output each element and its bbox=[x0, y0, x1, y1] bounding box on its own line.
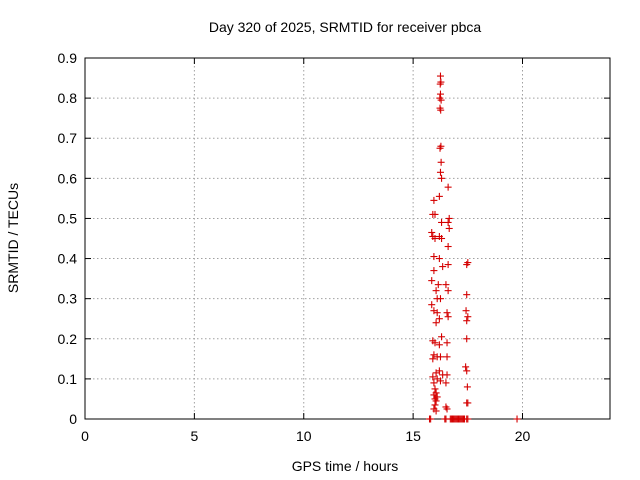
data-point bbox=[443, 405, 451, 413]
data-point bbox=[444, 287, 452, 295]
x-tick-label: 20 bbox=[515, 428, 531, 444]
data-point bbox=[462, 307, 470, 315]
data-point bbox=[437, 106, 445, 114]
y-tick-label: 0.2 bbox=[58, 331, 78, 347]
y-tick-label: 0.7 bbox=[58, 130, 78, 146]
data-point bbox=[443, 309, 451, 317]
data-point bbox=[436, 90, 444, 98]
data-point bbox=[463, 317, 471, 325]
data-point bbox=[444, 313, 452, 321]
data-point bbox=[429, 355, 437, 363]
data-point bbox=[430, 253, 438, 261]
x-tick-label: 0 bbox=[81, 428, 89, 444]
data-point bbox=[437, 158, 445, 166]
data-point bbox=[431, 401, 439, 409]
data-point bbox=[444, 183, 452, 191]
data-point bbox=[432, 407, 440, 415]
x-tick-label: 15 bbox=[405, 428, 421, 444]
x-tick-label: 5 bbox=[190, 428, 198, 444]
data-point bbox=[464, 313, 472, 321]
data-point bbox=[435, 255, 443, 263]
data-point bbox=[436, 144, 444, 152]
data-point bbox=[442, 379, 450, 387]
data-point bbox=[435, 367, 443, 375]
data-point bbox=[463, 291, 471, 299]
data-point bbox=[431, 235, 439, 242]
y-tick-label: 0.8 bbox=[58, 90, 78, 106]
y-tick-label: 0.4 bbox=[58, 251, 78, 267]
data-point bbox=[427, 415, 435, 423]
axis-ticks bbox=[84, 57, 610, 420]
data-point bbox=[436, 80, 444, 88]
data-point bbox=[444, 243, 452, 251]
data-point bbox=[434, 281, 442, 289]
data-point bbox=[429, 373, 437, 381]
data-point bbox=[436, 377, 444, 385]
data-point bbox=[438, 218, 446, 226]
data-point bbox=[462, 363, 470, 371]
data-point bbox=[435, 341, 443, 349]
data-point bbox=[431, 339, 439, 347]
data-point bbox=[430, 196, 438, 204]
y-tick-label: 0.5 bbox=[58, 210, 78, 226]
data-point bbox=[436, 168, 444, 176]
tick-labels: 0 0.1 0.2 0.3 0.4 0.5 0.6 0.7 0.8 0.9 0 5 10 15 20 bbox=[58, 50, 531, 444]
data-point bbox=[463, 383, 471, 391]
x-tick-label: 10 bbox=[296, 428, 312, 444]
y-tick-label: 0 bbox=[69, 411, 77, 427]
data-point bbox=[438, 174, 446, 182]
data-point bbox=[430, 379, 438, 387]
data-point bbox=[436, 72, 444, 80]
y-tick-label: 0.9 bbox=[58, 50, 78, 66]
y-tick-label: 0.3 bbox=[58, 291, 78, 307]
data-point bbox=[443, 353, 451, 361]
data-point bbox=[445, 224, 453, 232]
data-point bbox=[437, 96, 445, 104]
data-point bbox=[436, 353, 444, 361]
data-point bbox=[445, 214, 453, 222]
data-point bbox=[444, 218, 452, 226]
data-point bbox=[435, 192, 443, 200]
data-point bbox=[436, 295, 444, 303]
data-point bbox=[438, 333, 446, 341]
data-point bbox=[431, 385, 439, 393]
y-tick-label: 0.1 bbox=[58, 371, 78, 387]
y-axis-title: SRMTID / TECUs bbox=[5, 183, 21, 293]
data-point bbox=[444, 261, 452, 269]
data-point bbox=[513, 415, 521, 423]
x-axis-title: GPS time / hours bbox=[292, 458, 399, 474]
data-point bbox=[428, 277, 436, 285]
data-point bbox=[463, 335, 471, 343]
data-point bbox=[438, 235, 446, 242]
data-point bbox=[442, 281, 450, 289]
grid-lines bbox=[85, 58, 610, 419]
data-point bbox=[431, 210, 439, 218]
data-point bbox=[463, 261, 471, 269]
data-point bbox=[430, 267, 438, 275]
data-point bbox=[432, 319, 440, 327]
data-point bbox=[443, 371, 451, 379]
data-point bbox=[435, 315, 443, 323]
data-point bbox=[443, 339, 451, 347]
data-point bbox=[428, 228, 436, 236]
y-tick-label: 0.6 bbox=[58, 170, 78, 186]
data-point bbox=[432, 397, 440, 405]
data-point bbox=[463, 399, 471, 407]
data-point bbox=[428, 301, 436, 309]
data-point bbox=[463, 367, 471, 375]
data-point bbox=[432, 287, 440, 295]
data-point bbox=[464, 415, 472, 423]
chart-title: Day 320 of 2025, SRMTID for receiver pbc… bbox=[209, 19, 482, 35]
data-point bbox=[439, 263, 447, 271]
data-points bbox=[426, 72, 521, 423]
plot-frame bbox=[84, 57, 611, 420]
data-point bbox=[433, 309, 441, 317]
